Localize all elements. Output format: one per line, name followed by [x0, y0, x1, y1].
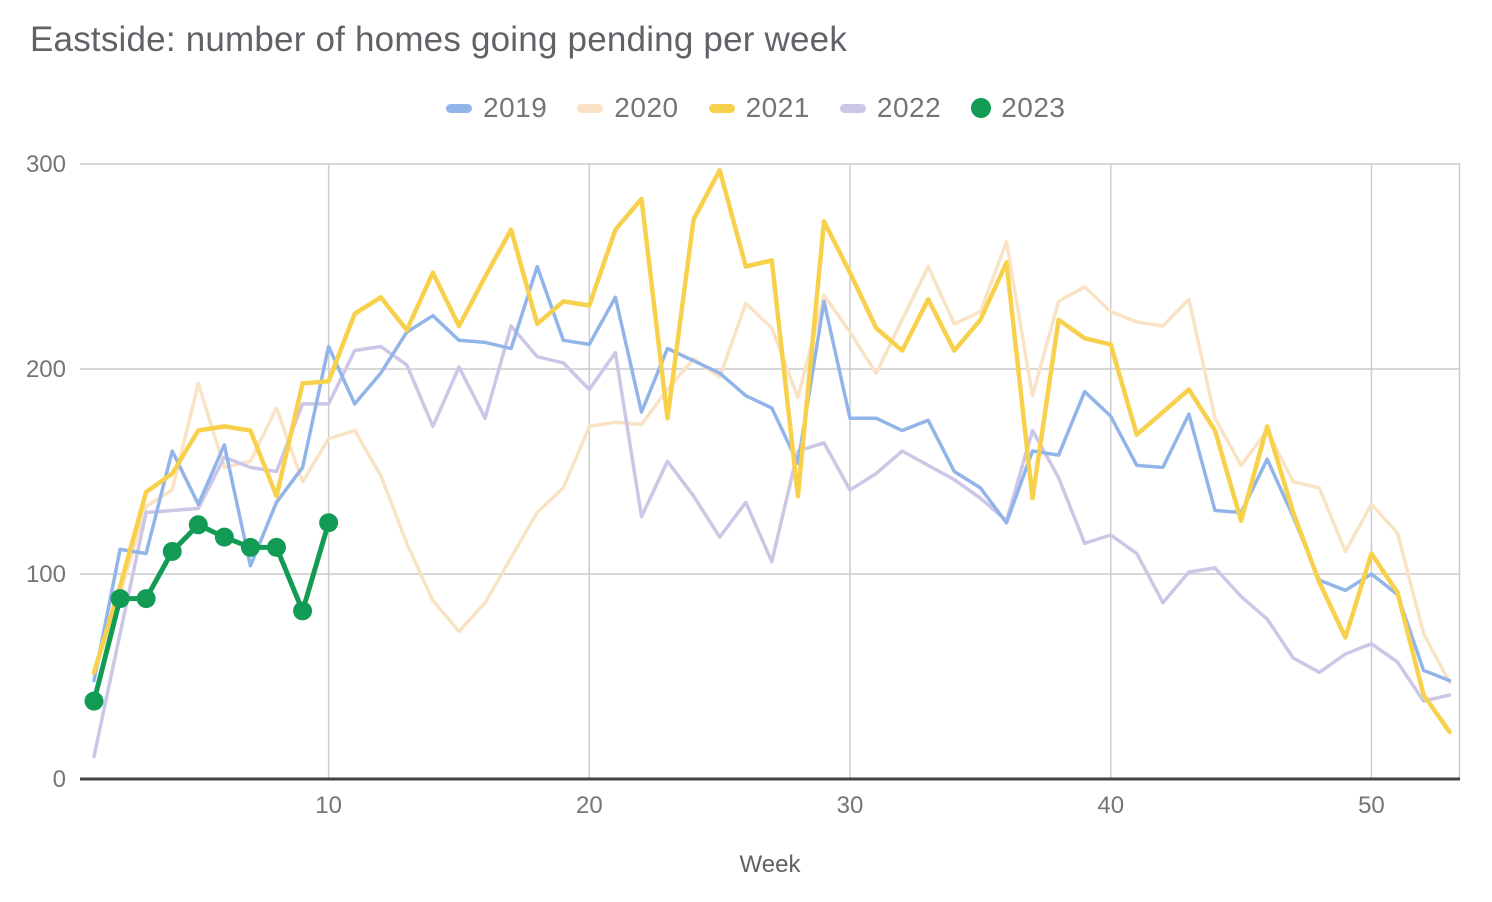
data-point-2023	[266, 537, 286, 557]
x-tick-label: 30	[837, 792, 864, 819]
data-point-2023	[84, 691, 104, 711]
series-line-2023	[91, 520, 332, 704]
legend-label: 2023	[1001, 92, 1066, 123]
data-point-2023	[188, 515, 208, 535]
chart-title: Eastside: number of homes going pending …	[30, 20, 848, 59]
data-point-2023	[293, 601, 313, 621]
x-tick-label: 20	[576, 792, 603, 819]
legend: 2019 2020 2021 2022 2023	[446, 92, 1065, 124]
legend-swatch-2021	[708, 103, 735, 113]
data-point-2023	[214, 527, 234, 547]
legend-swatch-2023	[971, 98, 992, 118]
legend-swatch-2022	[839, 103, 866, 113]
data-point-2023	[240, 537, 260, 557]
x-tick-label: 40	[1097, 792, 1124, 819]
legend-label: 2020	[614, 92, 679, 123]
data-point-2023	[136, 589, 156, 609]
series-line-2022	[92, 324, 1452, 759]
y-tick-label: 0	[53, 766, 66, 793]
data-point-2023	[110, 589, 130, 609]
data-point-2023	[162, 541, 182, 561]
legend-label: 2022	[876, 92, 942, 123]
y-tick-label: 200	[26, 356, 66, 383]
legend-item-2021[interactable]: 2021	[708, 92, 810, 124]
legend-swatch-2019	[446, 103, 472, 113]
legend-label: 2021	[745, 92, 810, 123]
x-tick-label: 50	[1358, 792, 1385, 819]
series-line-2020	[92, 240, 1452, 685]
x-axis-title: Week	[740, 851, 802, 878]
series-line-2021	[91, 167, 1452, 735]
legend-item-2020[interactable]: 2020	[577, 92, 678, 124]
legend-item-2023[interactable]: 2023	[971, 92, 1065, 124]
legend-swatch-2020	[577, 103, 604, 113]
y-tick-label: 100	[26, 561, 66, 588]
y-tick-label: 300	[26, 151, 66, 178]
legend-item-2022[interactable]: 2022	[839, 92, 942, 124]
series-line-2019	[92, 264, 1452, 683]
data-point-2023	[319, 513, 339, 533]
legend-item-2019[interactable]: 2019	[446, 92, 547, 124]
legend-label: 2019	[483, 92, 548, 123]
x-tick-label: 10	[315, 792, 342, 819]
